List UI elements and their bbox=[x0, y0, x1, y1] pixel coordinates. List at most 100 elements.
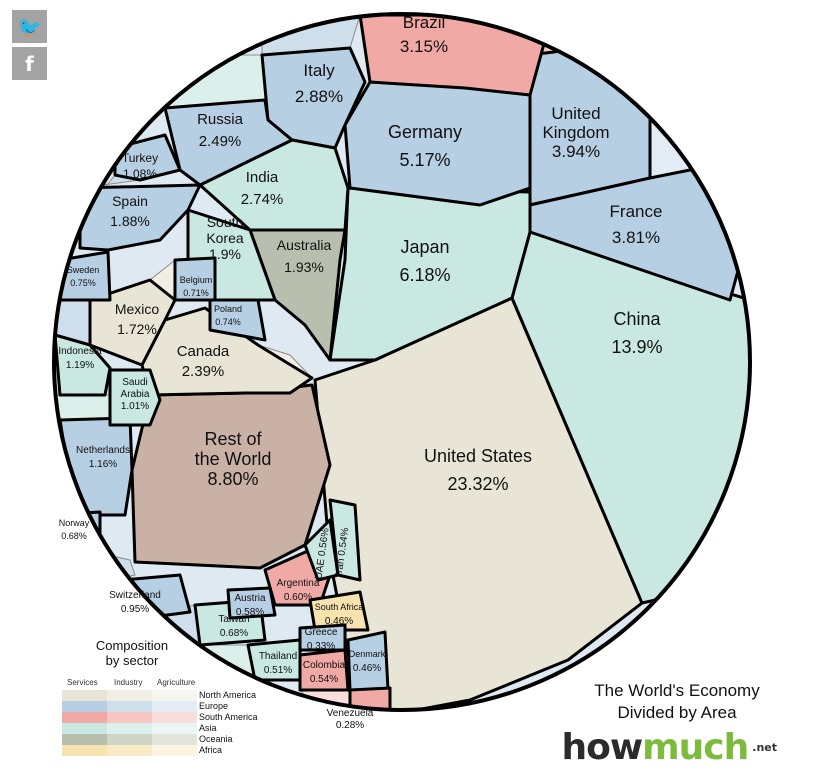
country-cell-spain[interactable] bbox=[78, 183, 202, 252]
legend-title-line2: by sector bbox=[105, 653, 159, 668]
legend-col-agriculture: Agriculture bbox=[157, 678, 196, 687]
country-share: 1.08% bbox=[123, 167, 157, 181]
country-label-thailand: Thailand 0.51% bbox=[259, 651, 297, 676]
country-label-norway: Norway 0.68% bbox=[59, 518, 90, 541]
country-label-southafrica: South Africa 0.46% bbox=[315, 602, 364, 627]
country-cell-germany[interactable] bbox=[343, 80, 532, 207]
legend-swatch bbox=[62, 701, 107, 712]
legend-swatch bbox=[62, 723, 107, 734]
country-label-japan: Japan 6.18% bbox=[399, 237, 450, 285]
country-cell-denmark[interactable] bbox=[346, 630, 390, 692]
country-share: 0.74% bbox=[215, 317, 241, 327]
legend-swatch bbox=[107, 712, 152, 723]
country-cell-saudi[interactable] bbox=[108, 368, 162, 427]
legend-row-label: South America bbox=[199, 712, 258, 722]
country-share: 13.9% bbox=[611, 337, 662, 357]
country-share: 23.32% bbox=[447, 474, 508, 494]
country-label-brazil: Brazil 3.15% bbox=[400, 13, 448, 56]
country-cell-poland[interactable] bbox=[208, 298, 267, 342]
legend-swatch bbox=[107, 734, 152, 745]
country-label-netherlands: Netherlands 1.16% bbox=[76, 445, 130, 470]
legend-swatch bbox=[62, 712, 107, 723]
country-cell-thailand[interactable] bbox=[246, 638, 302, 682]
country-share: 1.01% bbox=[121, 401, 149, 412]
country-cell-southafrica[interactable] bbox=[308, 590, 370, 632]
country-name: the World bbox=[195, 449, 272, 469]
country-name: Switzerland bbox=[109, 590, 161, 601]
legend-row: Asia bbox=[62, 723, 258, 734]
legend-row: Africa bbox=[62, 745, 258, 756]
chart-title-line1: The World's Economy bbox=[594, 681, 760, 700]
country-share: 2.49% bbox=[199, 133, 242, 150]
country-name: Thailand bbox=[259, 651, 297, 662]
twitter-share-button[interactable]: 🐦 bbox=[12, 10, 47, 43]
legend-title-line1: Composition bbox=[95, 638, 169, 653]
legend-row: Europe bbox=[62, 701, 258, 712]
country-label-colombia: Colombia 0.54% bbox=[303, 660, 346, 685]
country-cell-greece[interactable] bbox=[298, 623, 347, 652]
country-name: India bbox=[246, 169, 279, 186]
country-name: Australia bbox=[277, 237, 332, 253]
twitter-icon: 🐦 bbox=[17, 14, 42, 39]
country-name: United States bbox=[424, 446, 532, 466]
country-share: 1.9% bbox=[209, 246, 241, 262]
legend-swatch bbox=[107, 690, 152, 701]
legend-swatch bbox=[107, 723, 152, 734]
country-share: 0.71% bbox=[183, 288, 209, 298]
legend-swatch bbox=[62, 734, 107, 745]
legend-row-label: North America bbox=[199, 690, 257, 700]
country-share: 1.72% bbox=[117, 321, 157, 337]
country-cell-belgium[interactable] bbox=[173, 256, 217, 302]
country-cell-iran[interactable] bbox=[328, 498, 362, 582]
country-label-turkey: Turkey 1.08% bbox=[122, 151, 158, 181]
country-share: 0.33% bbox=[307, 641, 335, 652]
legend-swatch bbox=[152, 723, 197, 734]
country-label-us: United States 23.32% bbox=[424, 446, 532, 494]
country-name: France bbox=[610, 202, 663, 221]
legend-row-label: Oceania bbox=[199, 734, 233, 744]
country-label-india: India 2.74% bbox=[241, 169, 284, 208]
country-cell-austria[interactable] bbox=[226, 586, 277, 620]
country-name: Greece bbox=[305, 627, 338, 638]
howmuch-logo[interactable]: howmuch .net bbox=[562, 728, 777, 768]
legend-row-label: Africa bbox=[199, 745, 223, 755]
country-label-poland: Poland 0.74% bbox=[214, 304, 242, 327]
logo-how: how bbox=[561, 727, 644, 768]
country-name: Indonesia bbox=[58, 346, 102, 357]
country-name: Poland bbox=[214, 304, 242, 314]
country-name: Austria bbox=[234, 593, 266, 604]
country-share: 2.74% bbox=[241, 191, 284, 208]
legend-row: South America bbox=[62, 712, 258, 723]
country-name: Venezuela bbox=[327, 708, 374, 719]
country-share: 0.75% bbox=[70, 278, 96, 288]
country-cell-indonesia[interactable] bbox=[54, 333, 112, 397]
country-share: 1.19% bbox=[66, 360, 94, 371]
facebook-share-button[interactable]: f bbox=[12, 47, 47, 80]
country-share: 3.15% bbox=[400, 37, 448, 56]
country-label-australia: Australia 1.93% bbox=[277, 237, 332, 275]
legend-col-services: Services bbox=[67, 678, 98, 687]
logo-net: .net bbox=[752, 741, 777, 754]
country-label-italy: Italy 2.88% bbox=[295, 61, 343, 106]
legend-swatch bbox=[152, 712, 197, 723]
country-label-austria: Austria 0.58% bbox=[234, 593, 266, 618]
legend-col-industry: Industry bbox=[114, 678, 143, 687]
country-name: Taiwan bbox=[218, 614, 249, 625]
legend-rows: North America Europe South America Asia Ocea… bbox=[62, 690, 258, 756]
country-label-germany: Germany 5.17% bbox=[388, 122, 462, 170]
legend-swatch bbox=[152, 745, 197, 756]
country-name: Brazil bbox=[403, 13, 446, 32]
country-name: Canada bbox=[177, 343, 230, 360]
country-label-greece: Greece 0.33% bbox=[305, 627, 338, 652]
country-name: Japan bbox=[400, 237, 449, 257]
legend-row: Oceania bbox=[62, 734, 258, 745]
country-cell-brazil[interactable] bbox=[358, 14, 547, 97]
country-share: 0.28% bbox=[336, 720, 364, 731]
country-share: 1.93% bbox=[284, 259, 324, 275]
legend-row-label: Asia bbox=[199, 723, 217, 733]
legend-swatch bbox=[62, 745, 107, 756]
